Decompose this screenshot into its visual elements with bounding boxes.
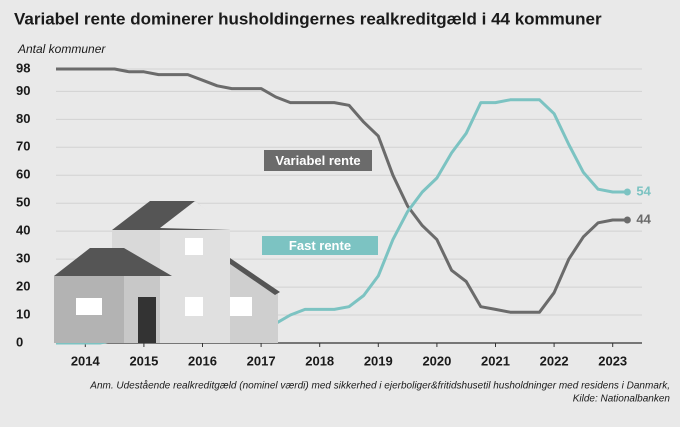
x-tick-label: 2018 (305, 353, 334, 368)
legend-label: Fast rente (289, 238, 351, 253)
end-label: 54 (636, 183, 651, 198)
x-tick-label: 2019 (364, 353, 393, 368)
chart-title: Variabel rente dominerer husholdingernes… (14, 9, 602, 28)
y-tick-label: 60 (16, 167, 30, 182)
y-tick-label: 20 (16, 279, 30, 294)
x-tick-label: 2021 (481, 353, 510, 368)
houses-illustration (54, 201, 280, 343)
x-tick-label: 2015 (129, 353, 158, 368)
y-tick-label: 70 (16, 139, 30, 154)
x-tick-label: 2014 (71, 353, 101, 368)
source: Kilde: Nationalbanken (573, 394, 671, 405)
y-tick-label: 30 (16, 251, 30, 266)
y-tick-label: 50 (16, 195, 30, 210)
y-tick-label: 10 (16, 306, 30, 321)
note: Anm. Udestående realkreditgæld (nominel … (89, 380, 670, 392)
end-point (623, 216, 631, 224)
legend-box (262, 236, 378, 255)
end-label: 44 (636, 211, 651, 226)
x-tick-label: 2023 (598, 353, 627, 368)
y-tick-label: 90 (16, 83, 30, 98)
legend: Variabel rente Fast rente (262, 150, 378, 255)
legend-label: Variabel rente (275, 153, 360, 168)
x-tick-label: 2022 (540, 353, 569, 368)
y-tick-label: 40 (16, 223, 30, 238)
legend-box (264, 150, 372, 171)
line-series (56, 67, 628, 314)
x-tick-label: 2020 (422, 353, 451, 368)
y-axis-label: Antal kommuner (17, 42, 106, 56)
x-tick-label: 2016 (188, 353, 217, 368)
y-tick-label: 80 (16, 111, 30, 126)
end-point (623, 188, 631, 196)
x-tick-label: 2017 (247, 353, 276, 368)
y-tick-label: 98 (16, 60, 30, 75)
y-tick-label: 0 (16, 334, 23, 349)
